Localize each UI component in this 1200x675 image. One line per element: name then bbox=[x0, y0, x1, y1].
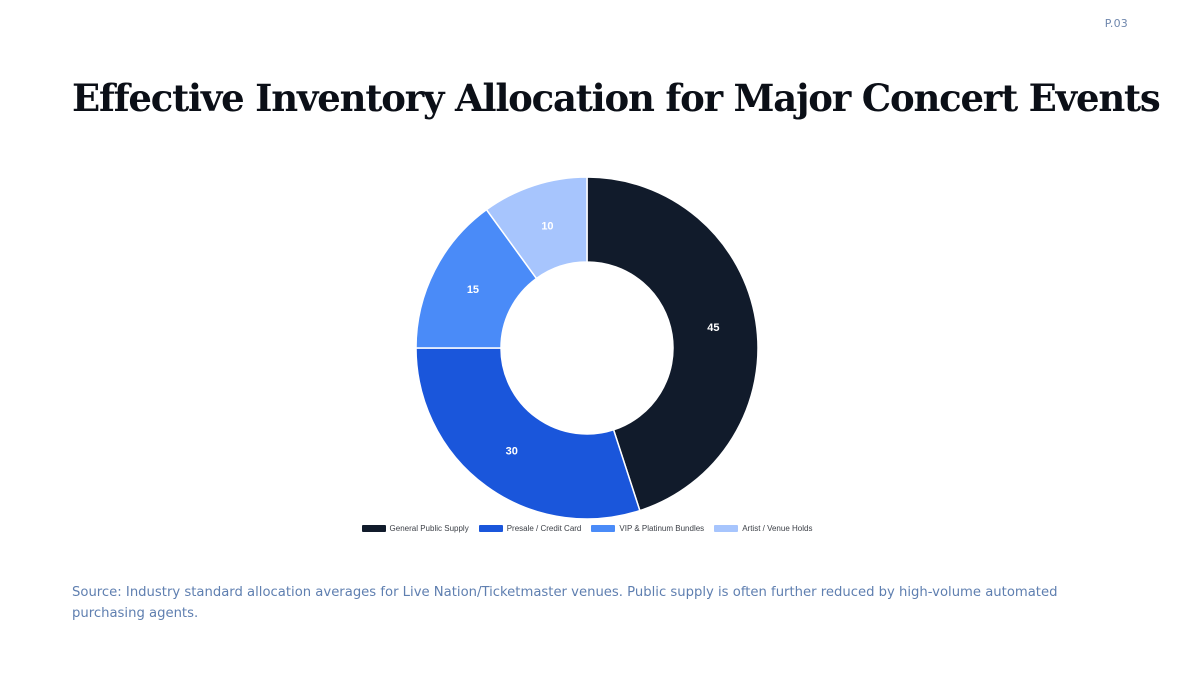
donut-data-labels: 45 30 15 10 bbox=[467, 220, 720, 457]
donut-slice-0 bbox=[586, 176, 759, 512]
legend-swatch-2 bbox=[591, 525, 616, 532]
donut-slice-3 bbox=[485, 176, 588, 280]
chart-legend: General Public Supply Presale / Credit Ca… bbox=[0, 524, 1174, 533]
legend-item-1: Presale / Credit Card bbox=[478, 524, 582, 533]
legend-label-3: Artist / Venue Holds bbox=[742, 524, 813, 533]
legend-item-3: Artist / Venue Holds bbox=[714, 524, 812, 533]
legend-label-2: VIP & Platinum Bundles bbox=[619, 524, 705, 533]
donut-slices bbox=[415, 176, 759, 520]
slice-value-label-1: 30 bbox=[506, 446, 518, 458]
legend-label-0: General Public Supply bbox=[389, 524, 469, 533]
donut-slice-1 bbox=[415, 347, 641, 520]
legend-label-1: Presale / Credit Card bbox=[506, 524, 582, 533]
legend-item-2: VIP & Platinum Bundles bbox=[591, 524, 704, 533]
legend-swatch-1 bbox=[478, 525, 503, 532]
page-title: Effective Inventory Allocation for Major… bbox=[72, 76, 1161, 120]
slice-value-label-0: 45 bbox=[707, 322, 719, 334]
page-number: P.03 bbox=[1104, 17, 1128, 30]
slice-value-label-2: 15 bbox=[467, 284, 479, 296]
legend-swatch-3 bbox=[714, 525, 739, 532]
slice-value-label-3: 10 bbox=[541, 220, 553, 232]
legend-swatch-0 bbox=[361, 525, 386, 532]
source-note: Source: Industry standard allocation ave… bbox=[72, 585, 1058, 621]
legend-item-0: General Public Supply bbox=[361, 524, 469, 533]
